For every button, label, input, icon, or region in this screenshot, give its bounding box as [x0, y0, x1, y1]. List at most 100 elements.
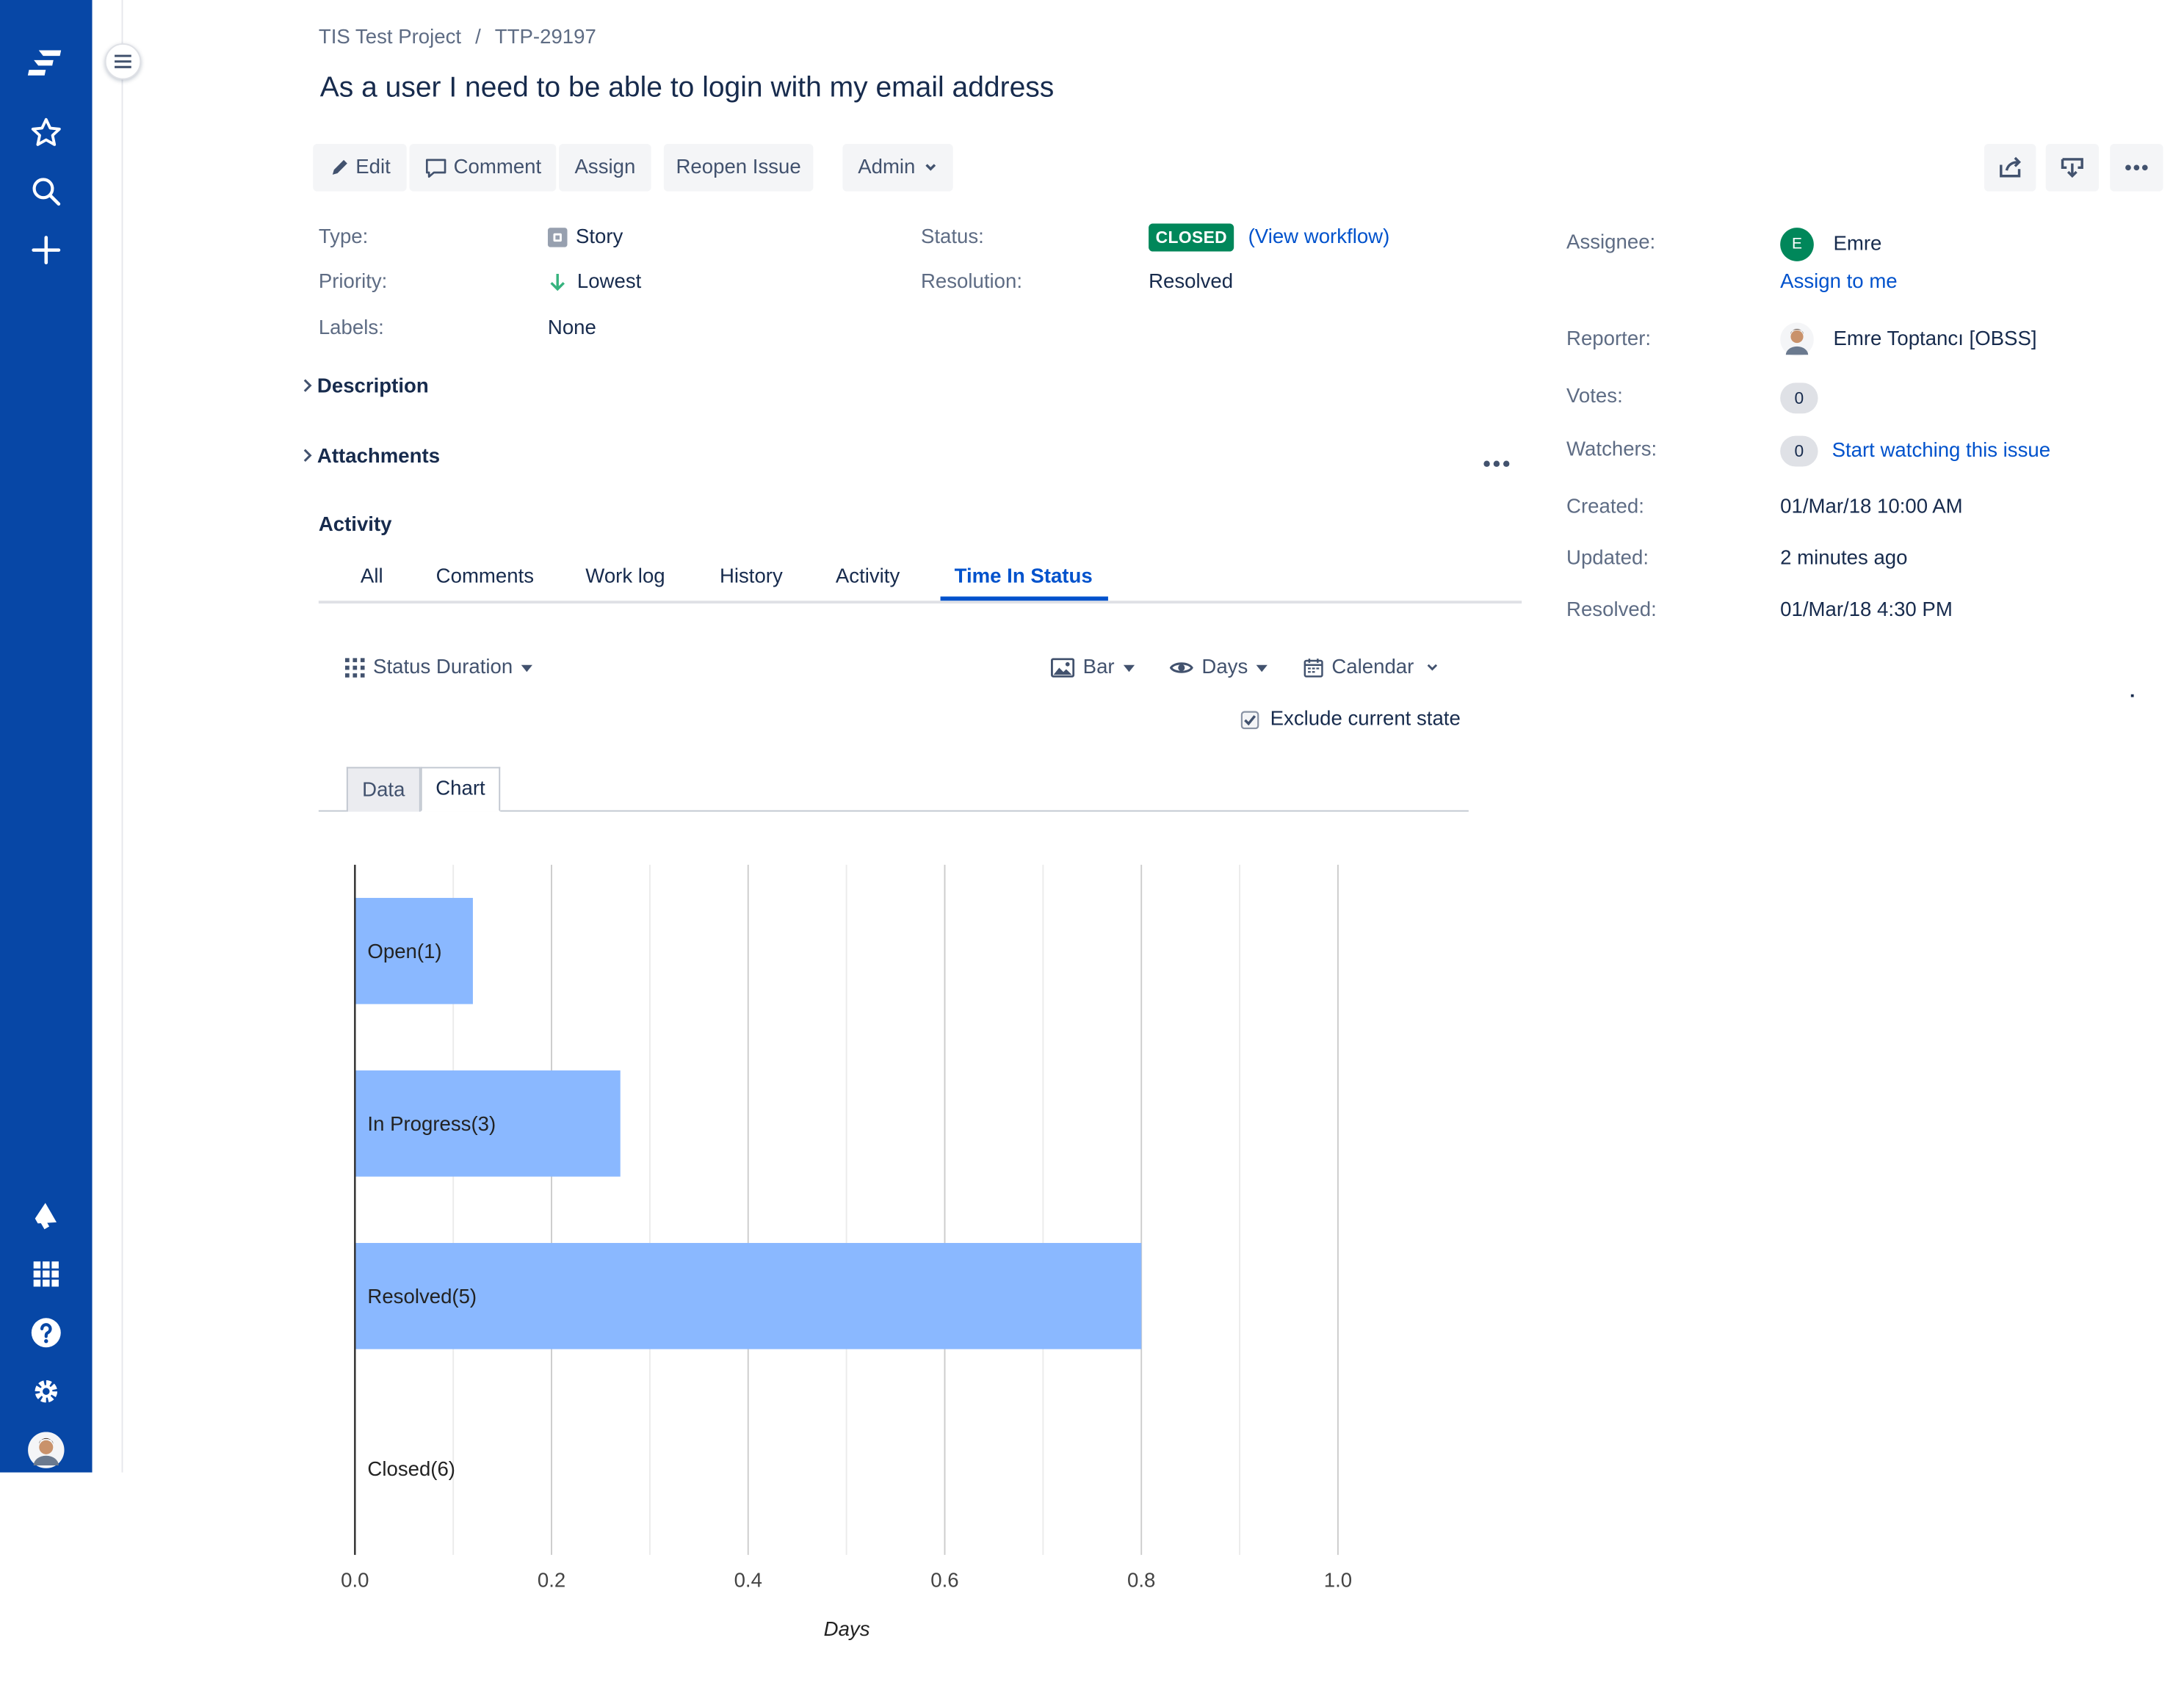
exclude-current-state-label: Exclude current state — [1270, 708, 1461, 731]
created-value: 01/Mar/18 10:00 AM — [1780, 496, 1963, 518]
caret-down-icon — [1256, 664, 1268, 672]
chevron-right-icon — [303, 449, 312, 463]
labels-value: None — [547, 316, 596, 340]
bar — [355, 1070, 621, 1177]
tab-data[interactable]: Data — [346, 766, 421, 812]
updated-value: 2 minutes ago — [1780, 547, 1908, 570]
sidebar-edge — [92, 0, 123, 1473]
assignee-avatar: E — [1780, 228, 1814, 261]
description-toggle[interactable]: Description — [302, 376, 429, 398]
activity-tabs: All Comments Work log History Activity T… — [318, 556, 1522, 604]
tab-time-in-status[interactable]: Time In Status — [954, 565, 1093, 589]
more-actions-button[interactable] — [2110, 143, 2163, 192]
edit-label: Edit — [355, 156, 391, 179]
tab-comments[interactable]: Comments — [435, 565, 535, 589]
search-icon[interactable] — [18, 164, 74, 220]
x-tick-label: 0.0 — [341, 1569, 369, 1592]
labels-label: Labels: — [318, 316, 384, 340]
avatar[interactable] — [18, 1422, 74, 1478]
grid-icon — [344, 658, 365, 678]
attachments-more-icon[interactable] — [1483, 450, 1511, 475]
unit-dropdown[interactable]: Days — [1169, 656, 1268, 679]
caret-down-icon — [1123, 664, 1135, 672]
tab-activity[interactable]: Activity — [835, 565, 900, 589]
created-label: Created: — [1566, 496, 1644, 518]
breadcrumb: TIS Test Project / TTP-29197 — [319, 26, 596, 48]
export-button[interactable] — [2045, 143, 2100, 192]
updated-label: Updated: — [1566, 547, 1649, 570]
more-icon — [2125, 164, 2148, 171]
type-label: Type: — [318, 226, 369, 249]
jira-logo-icon[interactable] — [18, 34, 74, 90]
reporter-name: Emre Toptancı [OBSS] — [1833, 328, 2037, 351]
comment-button[interactable]: Comment — [409, 143, 557, 192]
chevron-down-icon — [1427, 664, 1437, 671]
assignee-value[interactable]: E Emre — [1780, 228, 1881, 261]
assign-to-me-link[interactable]: Assign to me — [1780, 271, 1898, 294]
exclude-current-state-checkbox[interactable]: Exclude current state — [1240, 708, 1461, 731]
x-tick-label: 0.6 — [930, 1569, 958, 1592]
calendar-dropdown[interactable]: Calendar — [1303, 656, 1439, 679]
view-workflow-link[interactable]: (View workflow) — [1248, 226, 1390, 249]
tab-all[interactable]: All — [360, 565, 383, 589]
tab-chart[interactable]: Chart — [420, 766, 501, 812]
chart-type-dropdown[interactable]: Bar — [1051, 656, 1135, 679]
app-switcher-icon[interactable] — [18, 1246, 74, 1302]
reporter-value[interactable]: Emre Toptancı [OBSS] — [1780, 322, 2037, 357]
report-type-label: Status Duration — [373, 656, 513, 679]
breadcrumb-issue-key[interactable]: TTP-29197 — [494, 26, 596, 49]
x-tick-label: 0.4 — [734, 1569, 762, 1592]
plus-icon[interactable] — [18, 222, 74, 278]
help-icon[interactable] — [18, 1305, 74, 1360]
tab-work-log[interactable]: Work log — [585, 565, 665, 589]
active-tab-indicator — [940, 596, 1108, 601]
votes-count: 0 — [1780, 383, 1818, 414]
bar-label: Closed(6) — [367, 1457, 455, 1480]
star-icon[interactable] — [18, 105, 74, 161]
unit-label: Days — [1201, 656, 1248, 679]
resolution-label: Resolution: — [920, 271, 1022, 294]
admin-dropdown-button[interactable]: Admin — [842, 143, 953, 192]
subtabs-baseline — [318, 810, 1469, 812]
comment-icon — [425, 158, 446, 178]
resolved-label: Resolved: — [1566, 599, 1657, 622]
reopen-issue-button[interactable]: Reopen Issue — [663, 143, 814, 192]
chevron-down-icon — [925, 164, 936, 171]
start-watching-link[interactable]: Start watching this issue — [1832, 440, 2051, 463]
edit-button[interactable]: Edit — [313, 143, 407, 192]
bar-label: Resolved(5) — [367, 1285, 477, 1308]
time-in-status-chart: Open(1) In Progress(3) Resolved(5) Closed(6… — [341, 864, 1352, 1640]
report-type-dropdown[interactable]: Status Duration — [344, 656, 532, 679]
share-button[interactable] — [1984, 143, 2036, 192]
breadcrumb-separator: / — [475, 26, 481, 49]
bar — [355, 1243, 1142, 1349]
chart-type-label: Bar — [1082, 656, 1115, 679]
attachments-toggle[interactable]: Attachments — [302, 446, 440, 468]
caret-down-icon — [521, 664, 532, 672]
votes-label: Votes: — [1566, 385, 1623, 408]
tab-history[interactable]: History — [719, 565, 783, 589]
share-icon — [1999, 156, 2021, 178]
export-icon — [2061, 158, 2083, 178]
type-value: Story — [547, 226, 623, 249]
chevron-right-icon — [303, 379, 312, 392]
bar — [355, 898, 473, 1004]
assign-button[interactable]: Assign — [559, 143, 651, 192]
megaphone-icon[interactable] — [18, 1187, 74, 1243]
status-badge: CLOSED — [1149, 223, 1234, 252]
votes-value[interactable]: 0 — [1780, 383, 1832, 414]
x-axis-title: Days — [824, 1617, 870, 1640]
priority-text: Lowest — [576, 271, 642, 294]
reporter-label: Reporter: — [1566, 328, 1652, 351]
arrow-down-icon — [550, 273, 565, 291]
issue-title[interactable]: As a user I need to be able to login wit… — [319, 71, 1055, 104]
sidebar-toggle-button[interactable] — [104, 43, 142, 80]
global-navigation — [0, 0, 93, 1473]
x-tick-label: 0.2 — [538, 1569, 565, 1592]
description-heading: Description — [317, 375, 429, 399]
assignee-name: Emre — [1833, 233, 1882, 256]
settings-icon[interactable] — [18, 1363, 74, 1419]
breadcrumb-project[interactable]: TIS Test Project — [318, 26, 462, 49]
status-label: Status: — [920, 226, 984, 249]
bar-label: In Progress(3) — [367, 1112, 496, 1135]
